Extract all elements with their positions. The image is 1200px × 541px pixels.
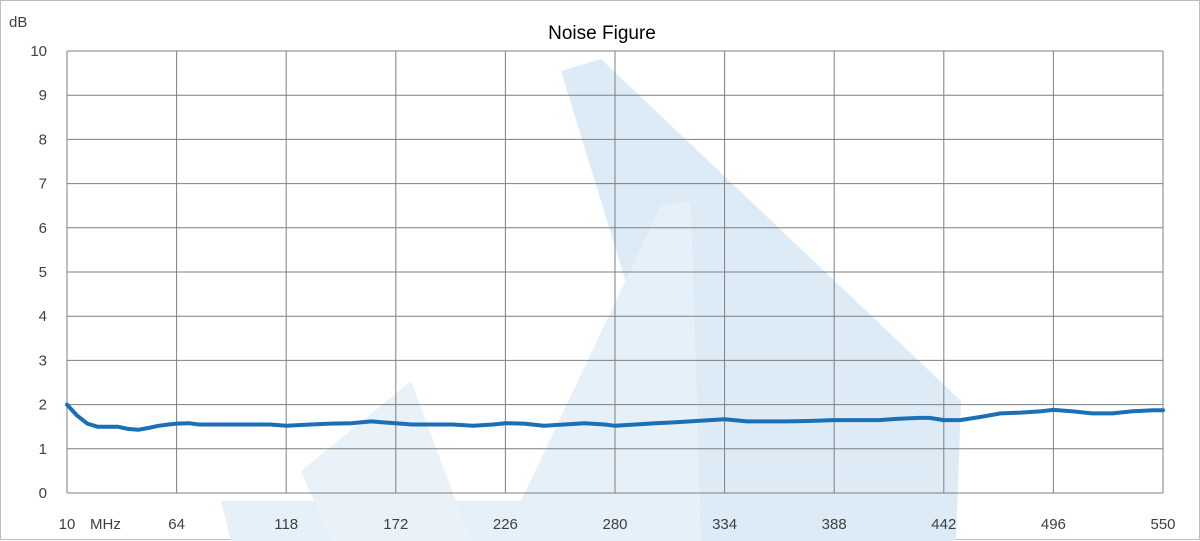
x-tick-label: 118: [274, 516, 298, 533]
watermark-shape: [301, 381, 471, 541]
x-tick-label: 550: [1150, 516, 1175, 533]
x-tick-label: 64: [168, 516, 185, 533]
x-axis-unit-label: MHz: [90, 516, 121, 533]
y-tick-label: 10: [30, 43, 47, 60]
watermark-logo: [221, 59, 961, 541]
x-tick-label: 442: [931, 516, 956, 533]
x-tick-label: 226: [493, 516, 518, 533]
watermark-shape: [221, 201, 701, 541]
x-tick-label: 280: [602, 516, 627, 533]
x-tick-labels: 10 64 118 172 226 280 334 388 442 496 550: [59, 516, 1176, 533]
x-tick-label: 334: [712, 516, 737, 533]
y-tick-label: 1: [39, 441, 47, 458]
x-tick-label: 10: [59, 516, 76, 533]
chart-title: Noise Figure: [548, 23, 656, 44]
y-tick-label: 4: [39, 308, 47, 325]
y-tick-label: 2: [39, 397, 47, 414]
noise-figure-line: [65, 402, 1165, 432]
y-tick-label: 6: [39, 220, 47, 237]
series-line: [65, 402, 1165, 432]
y-tick-label: 5: [39, 264, 47, 281]
y-tick-labels: 0 1 2 3 4 5 6 7 8 9 10: [30, 43, 47, 502]
y-tick-label: 3: [39, 352, 47, 369]
y-axis-unit-label: dB: [9, 14, 27, 31]
x-tick-label: 496: [1041, 516, 1066, 533]
y-tick-label: 7: [39, 176, 47, 193]
x-tick-label: 172: [383, 516, 408, 533]
y-tick-label: 8: [39, 131, 47, 148]
y-tick-label: 9: [39, 87, 47, 104]
grid-lines: [66, 50, 1164, 494]
x-tick-label: 388: [822, 516, 847, 533]
y-tick-label: 0: [39, 485, 47, 502]
